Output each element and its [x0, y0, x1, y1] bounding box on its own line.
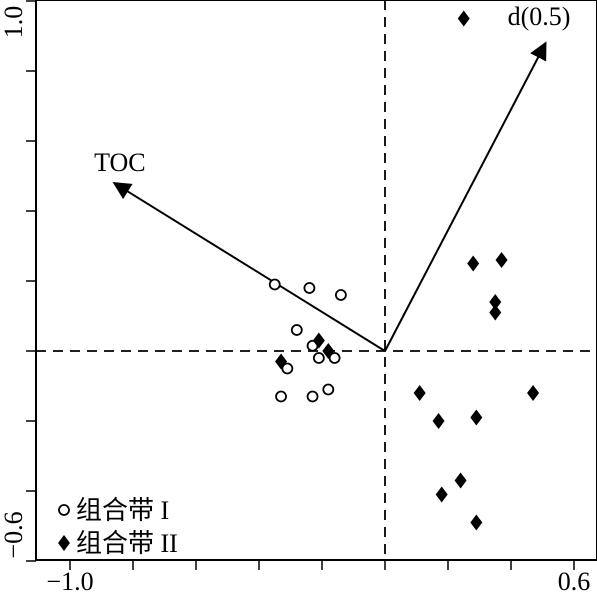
legend-label-zone-2: 组合带 II: [76, 529, 178, 558]
point-zone-2: [470, 409, 483, 426]
axis-ticks: [26, 0, 575, 570]
environment-vectors: TOC d(0.5): [94, 2, 571, 352]
point-zone-2: [489, 304, 502, 321]
point-zone-2: [457, 10, 470, 27]
point-zone-1: [312, 352, 325, 364]
point-zone-1: [290, 324, 303, 336]
plot-frame: [35, 0, 597, 561]
legend: 组合带 I 组合带 II: [58, 496, 178, 558]
point-zone-2: [467, 255, 480, 272]
vector-arrow: [384, 41, 547, 352]
legend-marker-open-circle: [58, 504, 70, 516]
point-zone-2: [470, 514, 483, 531]
point-zone-1: [275, 390, 287, 403]
point-zone-2: [435, 486, 448, 503]
legend-label-zone-1: 组合带 I: [76, 496, 169, 525]
y-tick-label-max: 1.0: [0, 6, 28, 39]
y-tick-label-min: −0.6: [0, 511, 28, 558]
point-zone-1: [303, 282, 316, 294]
vector-label: TOC: [94, 148, 146, 177]
point-zone-1: [322, 383, 335, 396]
vector-arrow: [112, 182, 386, 352]
point-zone-2: [413, 385, 426, 401]
legend-marker-filled-diamond: [58, 535, 70, 551]
point-zone-1: [268, 278, 281, 291]
point-zone-1: [334, 289, 347, 301]
x-tick-label-min: −1.0: [46, 567, 93, 594]
point-zone-1: [306, 390, 319, 403]
point-zone-2: [454, 472, 467, 489]
point-zone-2: [432, 413, 445, 429]
point-zone-1: [328, 352, 341, 364]
x-tick-label-max: 0.6: [558, 567, 591, 594]
vector-label: d(0.5): [508, 2, 571, 31]
point-zone-2: [312, 332, 325, 349]
point-zone-2: [489, 294, 502, 310]
point-zone-1: [281, 362, 294, 375]
point-zone-2: [322, 343, 335, 359]
point-zone-2: [527, 385, 540, 401]
sample-points: [268, 10, 540, 531]
point-zone-2: [275, 353, 288, 370]
reference-lines: [36, 0, 597, 560]
point-zone-2: [495, 252, 508, 268]
